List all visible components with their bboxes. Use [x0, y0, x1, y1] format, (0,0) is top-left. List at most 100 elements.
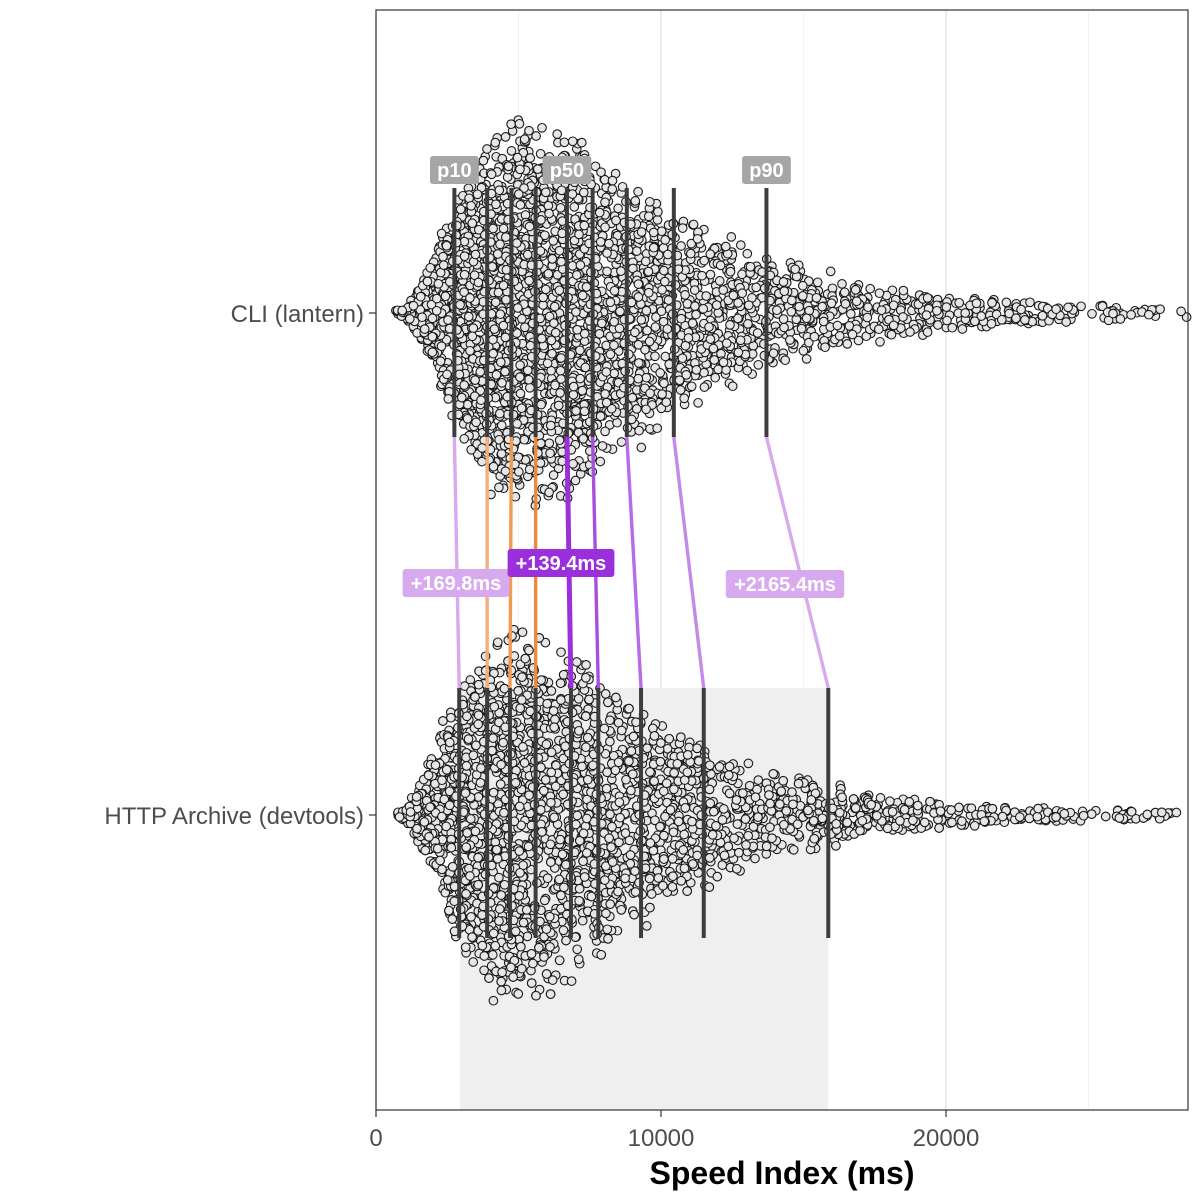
data-point: [494, 482, 504, 493]
data-point: [487, 261, 498, 272]
data-point: [595, 456, 606, 467]
data-point: [1061, 317, 1072, 327]
data-point: [745, 261, 756, 272]
data-point: [796, 323, 807, 334]
data-point: [554, 435, 565, 446]
data-point: [475, 366, 486, 377]
data-point: [465, 345, 475, 356]
data-point: [643, 266, 654, 277]
data-point: [825, 266, 836, 277]
data-point: [657, 284, 667, 295]
data-point: [674, 375, 685, 386]
data-point: [580, 362, 591, 373]
data-point: [987, 297, 997, 308]
data-point: [466, 200, 476, 211]
data-point: [772, 305, 782, 316]
data-point: [701, 291, 712, 301]
data-point: [691, 365, 702, 375]
data-point: [462, 399, 473, 410]
data-point: [801, 313, 812, 324]
data-point: [459, 251, 470, 262]
data-point: [798, 345, 809, 356]
data-point: [832, 320, 843, 331]
data-point: [768, 348, 779, 359]
data-point: [847, 329, 858, 340]
data-point: [515, 360, 525, 370]
data-point: [659, 276, 670, 287]
data-point: [727, 381, 738, 392]
data-point: [496, 420, 507, 431]
data-point: [698, 303, 709, 314]
data-point: [477, 443, 487, 453]
data-point: [733, 313, 743, 324]
data-point: [817, 301, 828, 312]
data-point: [820, 342, 830, 353]
data-point: [459, 269, 470, 280]
data-point: [851, 296, 862, 307]
data-point: [490, 137, 501, 148]
data-point: [456, 392, 467, 403]
data-point: [600, 426, 610, 437]
data-point: [1063, 302, 1073, 313]
data-point: [636, 227, 647, 237]
data-point: [850, 285, 861, 295]
data-point: [515, 372, 525, 382]
data-point: [471, 417, 481, 428]
data-point: [543, 268, 554, 279]
data-point: [886, 329, 897, 340]
data-point: [873, 324, 884, 335]
data-point: [651, 312, 661, 322]
data-point: [818, 316, 829, 327]
data-point: [459, 433, 470, 444]
data-point: [640, 256, 651, 267]
data-point: [425, 262, 436, 273]
data-point: [578, 187, 589, 198]
data-point: [921, 310, 932, 320]
data-point: [725, 266, 736, 277]
data-point: [470, 249, 481, 260]
data-point: [663, 295, 674, 305]
data-point: [536, 333, 547, 344]
data-point: [579, 220, 590, 231]
data-point: [662, 249, 673, 260]
data-point: [574, 229, 584, 240]
data-point: [604, 238, 614, 249]
data-point: [491, 370, 502, 380]
data-point: [607, 184, 618, 194]
data-point: [596, 318, 607, 329]
data-point: [996, 314, 1007, 325]
data-point: [969, 316, 980, 327]
data-point: [652, 215, 663, 225]
data-point: [472, 189, 483, 200]
data-point: [544, 438, 555, 449]
data-point: [577, 290, 588, 301]
data-point: [514, 118, 525, 129]
data-point: [494, 408, 505, 419]
data-point: [874, 288, 885, 299]
data-point: [503, 161, 514, 172]
data-point: [575, 345, 585, 356]
data-point: [1087, 308, 1097, 319]
data-point: [435, 356, 446, 367]
data-point: [1108, 308, 1118, 319]
data-point: [462, 413, 473, 424]
data-point: [735, 240, 746, 250]
data-point: [842, 339, 853, 349]
data-point: [826, 298, 837, 309]
data-point: [433, 278, 444, 289]
data-point: [708, 343, 719, 354]
data-point: [555, 388, 565, 398]
data-point: [554, 285, 565, 296]
data-point: [595, 411, 606, 422]
data-point: [548, 236, 559, 246]
data-point: [552, 129, 563, 139]
data-point: [633, 373, 644, 384]
data-point: [1143, 309, 1154, 320]
data-point: [718, 357, 729, 368]
data-point: [656, 306, 667, 317]
data-point: [905, 327, 915, 337]
data-point: [786, 306, 797, 317]
data-point: [960, 308, 971, 318]
data-point: [567, 260, 578, 271]
